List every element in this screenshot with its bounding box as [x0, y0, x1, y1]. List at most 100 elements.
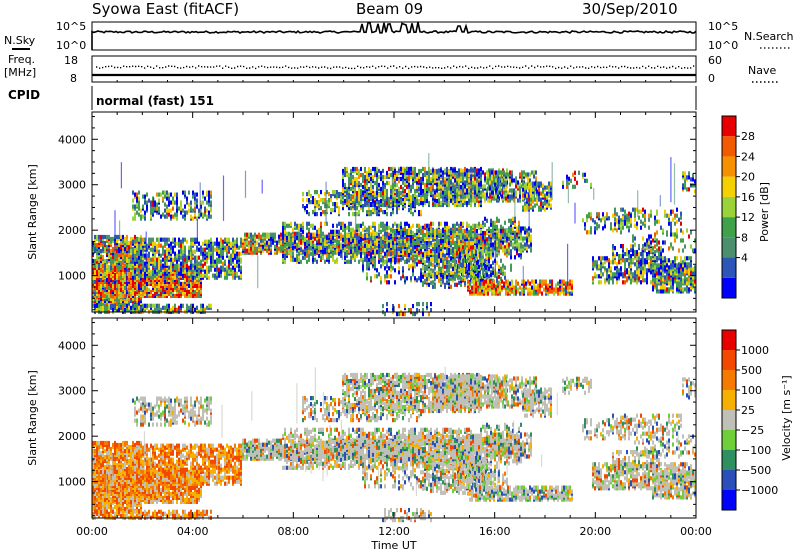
data-cell [130, 240, 132, 246]
data-cell [462, 184, 464, 190]
freq-label: Freq. [8, 53, 35, 66]
data-cell [142, 267, 144, 272]
data-cell [138, 259, 140, 264]
data-cell [132, 253, 134, 258]
data-cell [234, 275, 236, 280]
data-cell [148, 251, 150, 256]
data-cell [396, 228, 398, 234]
data-cell [128, 283, 130, 288]
data-cell [160, 253, 162, 258]
data-cell [412, 184, 414, 190]
data-cell [396, 198, 398, 204]
data-cell [350, 259, 352, 264]
data-cell [96, 283, 98, 288]
data-cell [258, 242, 260, 247]
data-cell [124, 236, 126, 242]
data-cell [324, 238, 326, 243]
data-cell [370, 168, 372, 174]
data-cell [168, 192, 170, 197]
data-cell [172, 275, 174, 280]
data-cell [192, 208, 194, 213]
data-cell [322, 210, 324, 215]
data-cell [140, 237, 142, 242]
data-cell [326, 208, 328, 213]
data-cell [372, 235, 374, 240]
data-cell [98, 303, 100, 308]
data-cell [164, 190, 166, 195]
data-cell [228, 263, 230, 268]
data-cell [208, 210, 210, 215]
data-cell [464, 166, 466, 172]
data-cell [202, 257, 204, 262]
data-cell [234, 267, 236, 272]
nave-series [96, 65, 695, 70]
data-cell [370, 225, 372, 230]
data-cell [108, 302, 110, 308]
data-cell [286, 251, 288, 256]
data-cell [426, 227, 428, 232]
data-cell [138, 251, 140, 256]
data-cell [370, 252, 372, 257]
data-cell [156, 237, 158, 242]
data-cell [390, 184, 392, 190]
data-cell [472, 223, 474, 228]
data-cell [292, 245, 294, 250]
data-cell [388, 243, 390, 248]
data-cell [460, 225, 462, 230]
data-cell [220, 259, 222, 264]
data-cell [122, 246, 124, 252]
data-cell [280, 232, 282, 237]
data-cell [400, 198, 402, 204]
data-cell [368, 225, 370, 230]
data-cell [224, 259, 226, 264]
data-cell [186, 289, 188, 294]
data-cell [358, 227, 360, 232]
data-cell [116, 305, 118, 310]
beam-title: Beam 09 [356, 0, 423, 18]
data-cell [384, 260, 386, 265]
data-cell [216, 257, 218, 262]
data-cell [318, 245, 320, 250]
data-cell [462, 194, 464, 200]
data-cell [308, 227, 310, 232]
data-cell [312, 223, 314, 228]
data-cell [152, 196, 154, 201]
data-cell [408, 208, 410, 213]
data-cell [340, 236, 342, 241]
data-cell [454, 174, 456, 180]
data-cell [146, 303, 148, 308]
data-cell [124, 263, 126, 268]
data-cell [326, 204, 328, 209]
data-cell [98, 293, 100, 298]
data-cell [338, 239, 340, 244]
data-cell [370, 176, 372, 182]
data-cell [144, 216, 146, 221]
data-cell [240, 251, 242, 256]
data-cell [96, 271, 98, 276]
data-cell [130, 263, 132, 268]
data-cell [282, 253, 284, 258]
data-cell [470, 202, 472, 208]
data-cell [176, 275, 178, 280]
data-cell [372, 256, 374, 261]
data-cell [110, 248, 112, 254]
data-cell [188, 190, 190, 195]
data-cell [200, 267, 202, 272]
data-cell [358, 180, 360, 186]
data-cell [140, 262, 142, 268]
data-cell [432, 221, 434, 226]
data-cell [396, 206, 398, 211]
data-cell [258, 232, 260, 237]
data-cell [158, 249, 160, 254]
data-cell [392, 258, 394, 263]
data-cell [202, 194, 204, 199]
data-cell [390, 227, 392, 232]
data-cell [364, 225, 366, 230]
data-cell [174, 200, 176, 205]
data-cell [426, 174, 428, 180]
data-cell [350, 227, 352, 232]
data-cell [380, 280, 382, 285]
data-cell [380, 247, 382, 252]
data-cell [114, 265, 116, 270]
data-cell [376, 206, 378, 211]
